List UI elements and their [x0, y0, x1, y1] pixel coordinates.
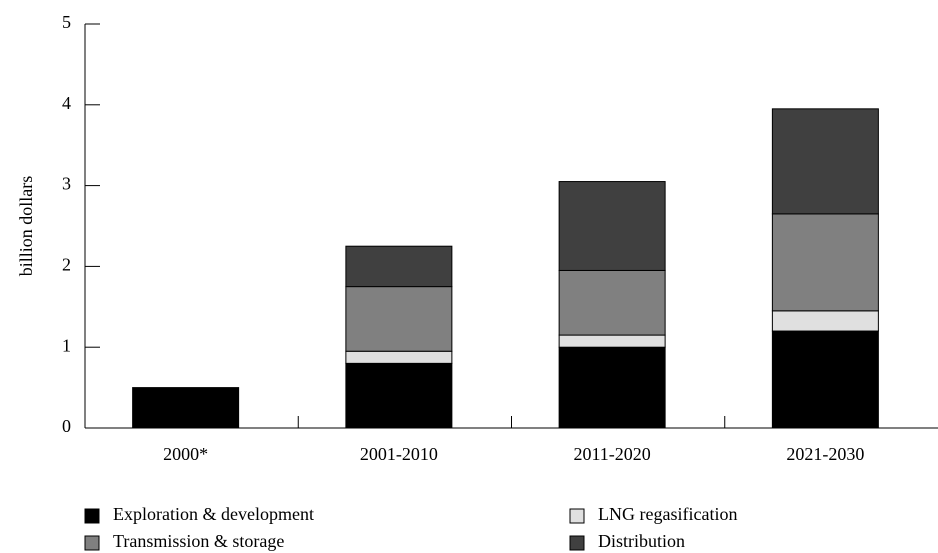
- y-axis-label: billion dollars: [16, 176, 36, 277]
- bar-segment: [345, 362, 453, 429]
- legend-label: Transmission & storage: [113, 531, 284, 551]
- bar-segment: [771, 213, 879, 312]
- legend-swatch: [569, 535, 585, 551]
- y-tick-label: 5: [62, 12, 71, 32]
- y-tick-label: 1: [62, 335, 71, 355]
- bar-segment: [558, 346, 666, 429]
- bar-segment: [345, 286, 453, 352]
- x-tick-label: 2000*: [163, 444, 208, 464]
- y-tick-label: 3: [62, 174, 71, 194]
- bar-segment: [132, 387, 240, 429]
- y-tick-label: 2: [62, 255, 71, 275]
- legend-label: Distribution: [598, 531, 685, 551]
- x-tick-label: 2001-2010: [360, 444, 438, 464]
- y-tick-label: 4: [62, 93, 71, 113]
- bar-segment: [771, 330, 879, 429]
- bar-segment: [558, 181, 666, 271]
- bar-segment: [771, 310, 879, 332]
- legend-swatch: [84, 535, 100, 551]
- y-tick-label: 0: [62, 416, 71, 436]
- legend-label: LNG regasification: [598, 504, 737, 524]
- legend-swatch: [569, 508, 585, 524]
- bar-segment: [558, 334, 666, 348]
- bar-segment: [771, 108, 879, 215]
- x-tick-label: 2011-2020: [573, 444, 650, 464]
- legend-label: Exploration & development: [113, 504, 314, 524]
- x-tick-label: 2021-2030: [786, 444, 864, 464]
- bar-segment: [345, 245, 453, 288]
- bar-segment: [345, 350, 453, 364]
- bar-segment: [558, 269, 666, 336]
- legend-swatch: [84, 508, 100, 524]
